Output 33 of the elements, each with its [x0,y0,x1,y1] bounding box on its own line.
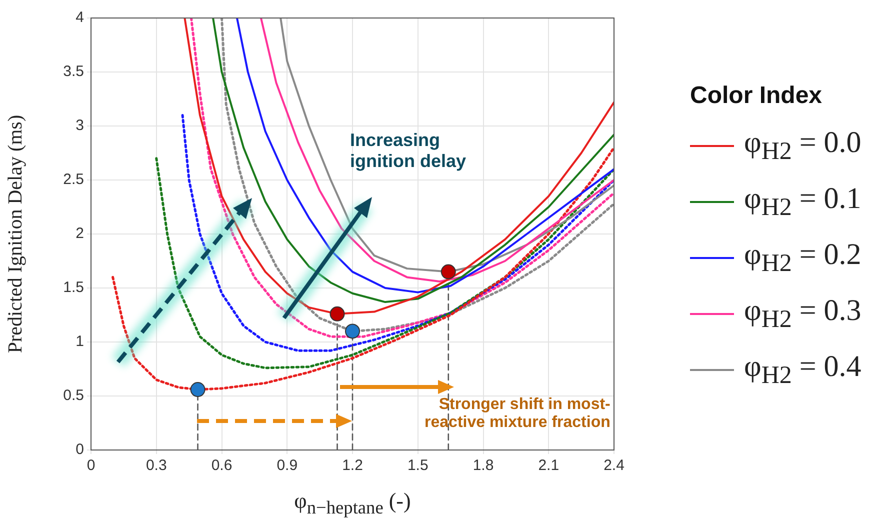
legend-title: Color Index [690,82,824,110]
x-tick-label: 0 [86,457,96,474]
x-tick-label: 1.5 [407,457,428,474]
y-tick-label: 0 [76,441,84,458]
y-tick-label: 1 [76,333,84,350]
x-tick-label: 1.2 [342,457,363,474]
x-axis-title: φ$_{n−heptane}$ (-) [293,488,412,518]
x-tick-label: 2.4 [604,457,624,474]
x-tick-label: 2.1 [538,457,560,474]
x-tick-label: 0.9 [276,457,298,474]
annotation: Increasing ignition delay [350,130,468,172]
point [440,264,456,280]
point [345,324,360,339]
y-tick-label: 3.5 [63,63,84,80]
line-series [181,114,614,352]
x-tick-label: 1.8 [472,457,494,474]
legend-label: φ$_{H2}$ = 0.3 [744,294,862,334]
point [330,306,345,322]
legend-label: φ$_{H2}$ = 0.0 [744,126,862,166]
y-axis-title: Predicted Ignition Delay (ms) [4,114,26,354]
legend-label: φ$_{H2}$ = 0.2 [744,238,862,278]
legend-label: φ$_{H2}$ = 0.1 [744,182,862,222]
legend-label: φ$_{H2}$ = 0.4 [744,350,862,390]
y-tick-label: 2.5 [63,171,84,188]
y-tick-label: 2 [76,225,84,242]
point [190,382,206,398]
x-tick-label: 0.3 [146,457,167,474]
y-tick-label: 4 [76,9,84,26]
y-tick-label: 1.5 [63,279,84,296]
annotation: Stronger shift in most-reactive mixture fraction [424,396,610,432]
x-tick-label: 0.6 [211,457,232,474]
y-tick-label: 3 [76,117,84,134]
y-tick-label: 0.5 [63,387,84,404]
